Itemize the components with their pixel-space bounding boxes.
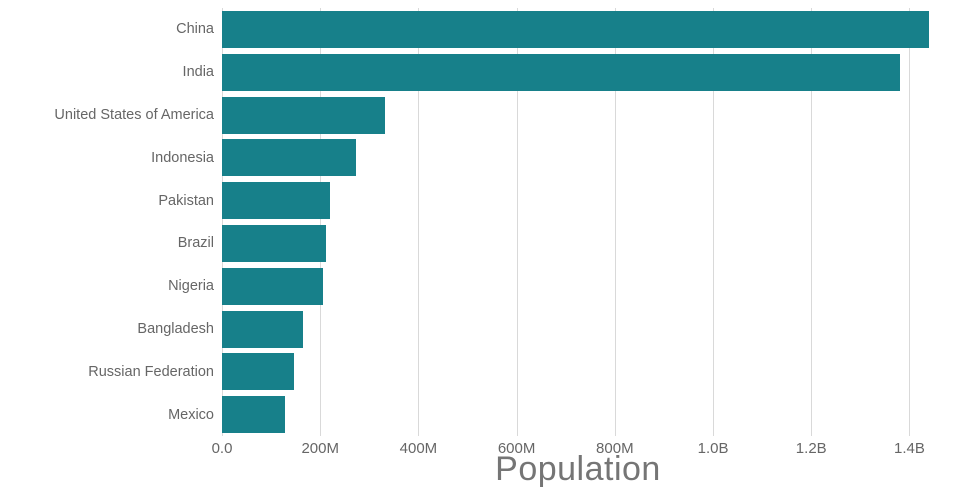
x-axis-title: Population: [495, 450, 661, 488]
category-label: United States of America: [54, 107, 214, 123]
gridline: [418, 8, 420, 436]
category-label: Bangladesh: [137, 321, 214, 337]
gridline: [516, 8, 518, 436]
bar: [222, 182, 331, 220]
bar: [222, 310, 303, 348]
gridline: [222, 8, 223, 436]
gridline: [320, 8, 322, 436]
bar: [222, 353, 294, 391]
category-label: China: [176, 21, 214, 38]
bar: [222, 139, 357, 177]
bar: [222, 10, 929, 48]
category-label: India: [182, 64, 214, 81]
x-tick-label: 800M: [596, 440, 634, 457]
category-label: Brazil: [177, 235, 214, 252]
category-label: Pakistan: [158, 192, 214, 209]
bar: [222, 224, 327, 262]
bar: [222, 53, 900, 91]
category-label: Russian Federation: [88, 363, 214, 380]
x-tick-label: 1.2B: [795, 440, 827, 457]
x-tick-label: 200M: [301, 440, 339, 457]
x-tick-label: 600M: [497, 440, 536, 457]
plot-area: [222, 8, 934, 436]
category-label: Indonesia: [151, 149, 214, 166]
x-tick-label: 0.0: [211, 440, 233, 457]
category-label: Mexico: [168, 406, 214, 423]
bar: [222, 396, 286, 434]
x-tick-label: 1.0B: [697, 440, 729, 457]
gridline: [909, 8, 911, 436]
x-tick-label: 400M: [399, 440, 438, 457]
bar: [222, 96, 385, 134]
category-label: Nigeria: [168, 278, 214, 295]
bar: [222, 267, 324, 305]
gridline: [713, 8, 715, 436]
gridline: [811, 8, 813, 436]
gridline: [614, 8, 616, 436]
x-tick-label: 1.4B: [894, 440, 925, 457]
